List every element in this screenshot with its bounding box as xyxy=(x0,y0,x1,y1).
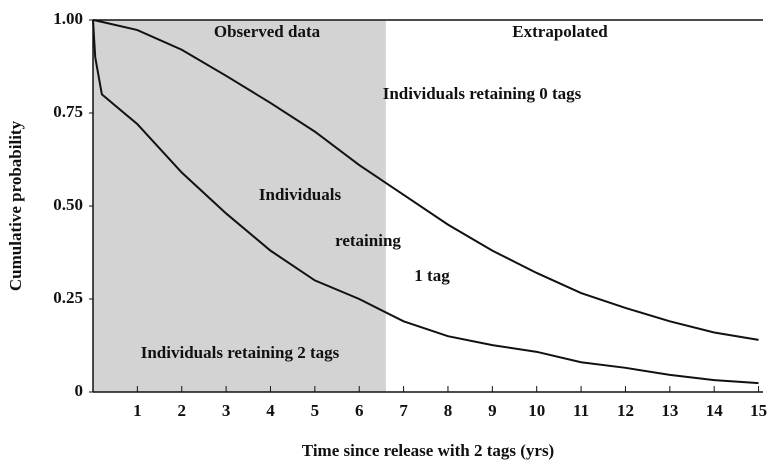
x-tick-label: 2 xyxy=(177,401,186,420)
x-tick-label: 12 xyxy=(617,401,634,420)
shaded-region xyxy=(93,20,386,392)
x-tick-label: 3 xyxy=(222,401,231,420)
y-axis-label: Cumulative probability xyxy=(6,120,25,291)
annotation: Extrapolated xyxy=(512,22,608,41)
annotation: Individuals xyxy=(259,185,342,204)
x-tick-label: 1 xyxy=(133,401,142,420)
x-tick-label: 6 xyxy=(355,401,364,420)
x-tick-label: 15 xyxy=(750,401,767,420)
x-axis-label: Time since release with 2 tags (yrs) xyxy=(302,441,554,460)
y-tick-label: 0.25 xyxy=(53,288,83,307)
annotation: Observed data xyxy=(214,22,321,41)
curve xyxy=(92,19,759,385)
x-tick-label: 7 xyxy=(399,401,408,420)
annotation: Individuals retaining 2 tags xyxy=(141,343,340,362)
x-tick-label: 14 xyxy=(706,401,724,420)
x-tick-label: 8 xyxy=(444,401,453,420)
annotation: Individuals retaining 0 tags xyxy=(383,84,582,103)
y-tick-label: 0.50 xyxy=(53,195,83,214)
y-tick-label: 1.00 xyxy=(53,9,83,28)
x-tick-label: 5 xyxy=(311,401,320,420)
annotation: retaining xyxy=(335,231,401,250)
annotation: 1 tag xyxy=(414,266,450,285)
y-tick-label: 0.75 xyxy=(53,102,83,121)
x-tick-label: 4 xyxy=(266,401,275,420)
x-tick-label: 13 xyxy=(661,401,678,420)
x-tick-label: 9 xyxy=(488,401,497,420)
y-tick-label: 0 xyxy=(75,381,84,400)
x-tick-label: 11 xyxy=(573,401,589,420)
curve xyxy=(92,19,759,341)
x-tick-label: 10 xyxy=(528,401,545,420)
